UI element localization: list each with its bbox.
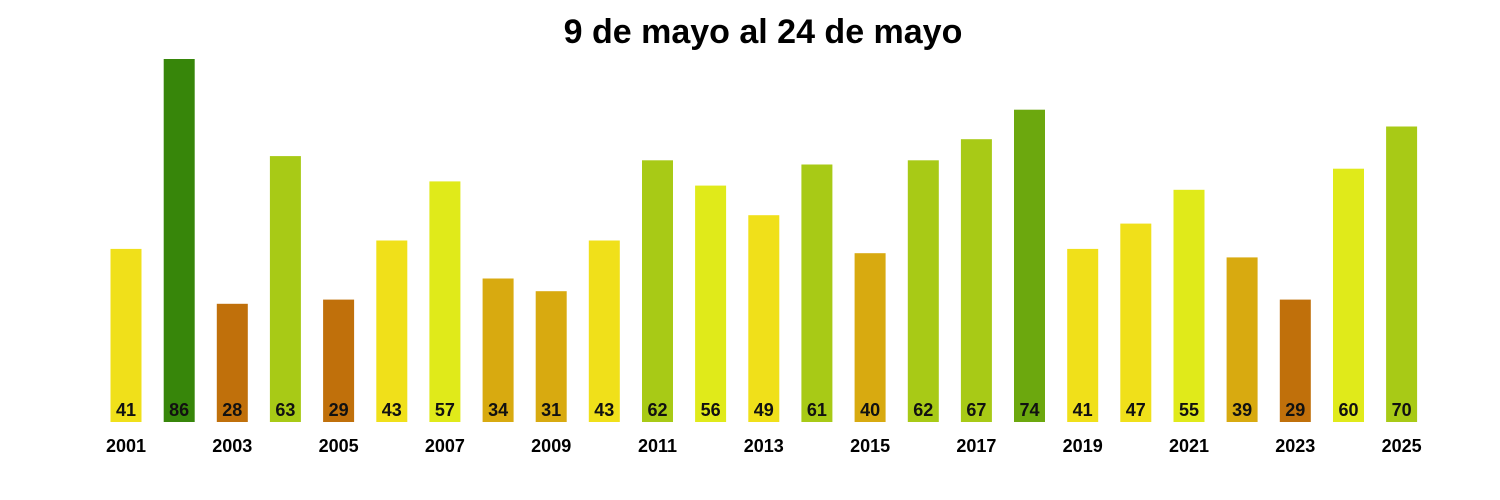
value-label-2019: 41 bbox=[1073, 400, 1093, 420]
bar-2021 bbox=[1173, 189, 1205, 422]
x-tick-label-2011: 2011 bbox=[638, 436, 677, 456]
bar-2013 bbox=[748, 215, 780, 422]
bars-group bbox=[110, 59, 1418, 423]
bar-2007 bbox=[429, 181, 461, 422]
bar-2020 bbox=[1120, 223, 1152, 422]
x-tick-label-2021: 2021 bbox=[1169, 436, 1209, 456]
x-tick-label-2007: 2007 bbox=[425, 436, 465, 456]
value-label-2002: 86 bbox=[169, 400, 189, 420]
value-label-2007: 57 bbox=[435, 400, 455, 420]
bar-2003 bbox=[216, 303, 248, 422]
bar-2023 bbox=[1279, 299, 1311, 422]
value-label-2016: 62 bbox=[913, 400, 933, 420]
value-label-2017: 67 bbox=[966, 400, 986, 420]
bar-2017 bbox=[960, 139, 992, 422]
bar-2010 bbox=[588, 240, 620, 422]
bar-2008 bbox=[482, 278, 514, 422]
value-label-2008: 34 bbox=[488, 400, 508, 420]
value-label-2018: 74 bbox=[1019, 400, 1039, 420]
value-label-2021: 55 bbox=[1179, 400, 1199, 420]
x-tick-label-2015: 2015 bbox=[850, 436, 890, 456]
bar-2004 bbox=[269, 156, 301, 422]
value-label-2023: 29 bbox=[1285, 400, 1305, 420]
bar-2009 bbox=[535, 291, 567, 422]
bar-2014 bbox=[801, 164, 833, 422]
x-tick-label-2017: 2017 bbox=[956, 436, 996, 456]
value-label-2012: 56 bbox=[701, 400, 721, 420]
value-label-2009: 31 bbox=[541, 400, 561, 420]
value-label-2014: 61 bbox=[807, 400, 827, 420]
value-label-2020: 47 bbox=[1126, 400, 1146, 420]
x-tick-label-2013: 2013 bbox=[744, 436, 784, 456]
bar-2015 bbox=[854, 253, 886, 422]
value-label-2001: 41 bbox=[116, 400, 136, 420]
bar-2005 bbox=[323, 299, 355, 422]
bar-2018 bbox=[1014, 109, 1045, 422]
x-tick-label-2001: 2001 bbox=[106, 436, 146, 456]
bar-2012 bbox=[695, 185, 727, 422]
value-label-2025: 70 bbox=[1392, 400, 1412, 420]
x-tick-label-2025: 2025 bbox=[1382, 436, 1422, 456]
value-label-2024: 60 bbox=[1338, 400, 1358, 420]
value-label-2013: 49 bbox=[754, 400, 774, 420]
value-label-2006: 43 bbox=[382, 400, 402, 420]
bar-2024 bbox=[1333, 168, 1364, 422]
x-tick-label-2009: 2009 bbox=[531, 436, 571, 456]
value-label-2011: 62 bbox=[647, 400, 667, 420]
bar-2011 bbox=[642, 160, 673, 423]
x-tick-label-2003: 2003 bbox=[212, 436, 252, 456]
value-label-2015: 40 bbox=[860, 400, 880, 420]
bar-2016 bbox=[907, 160, 939, 423]
bar-2025 bbox=[1386, 126, 1418, 422]
x-tick-label-2019: 2019 bbox=[1063, 436, 1103, 456]
bar-2022 bbox=[1226, 257, 1258, 422]
value-labels-group: 41 86 28 63 29 43 57 34 31 43 62 56 49 61 40 62 67 74 41 47… bbox=[116, 400, 1412, 420]
x-tick-label-2005: 2005 bbox=[319, 436, 359, 456]
bar-2006 bbox=[376, 240, 408, 422]
value-label-2004: 63 bbox=[275, 400, 295, 420]
value-label-2022: 39 bbox=[1232, 400, 1252, 420]
value-label-2005: 29 bbox=[329, 400, 349, 420]
bar-2001 bbox=[110, 248, 142, 422]
value-label-2003: 28 bbox=[222, 400, 242, 420]
x-axis-ticks: 2001 2003 2005 2007 2009 2011 2013 2015 2017 2019… bbox=[106, 436, 1422, 456]
bar-2002 bbox=[163, 59, 195, 422]
x-tick-label-2023: 2023 bbox=[1275, 436, 1315, 456]
bar-2019 bbox=[1067, 248, 1099, 422]
chart-title: 9 de mayo al 24 de mayo bbox=[564, 13, 963, 51]
value-label-2010: 43 bbox=[594, 400, 614, 420]
